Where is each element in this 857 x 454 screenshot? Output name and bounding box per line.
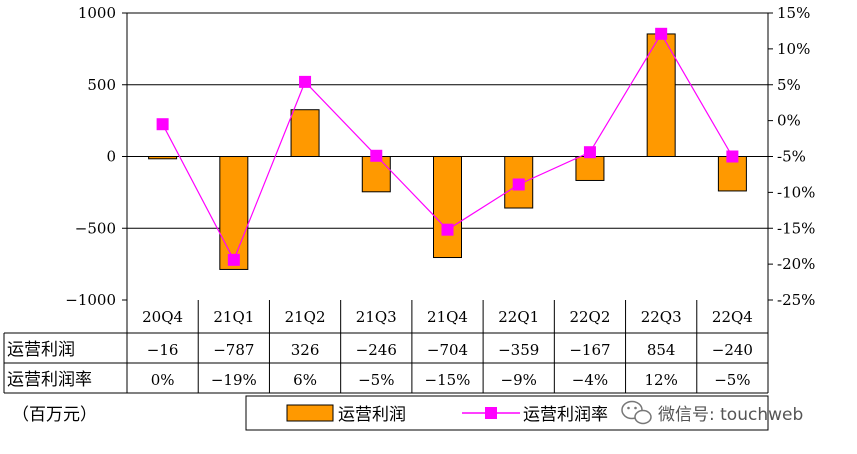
bar-21Q3 [361, 156, 391, 193]
table-cell: −787 [213, 341, 254, 359]
table-row-label: 运营利润 [7, 340, 75, 360]
bar-22Q4 [717, 156, 747, 192]
margin-point-22Q4 [726, 150, 739, 163]
left-tick-label: 500 [87, 76, 116, 94]
margin-point-22Q1 [512, 178, 525, 191]
data-table: 20Q4 21Q1 21Q2 21Q3 21Q4 22Q1 22Q2 22Q3 22Q4 运营利润… [3, 300, 769, 394]
bar-22Q2 [575, 156, 605, 181]
right-tick-label: -10% [777, 183, 815, 201]
bar-22Q3 [646, 33, 676, 158]
table-cell: −5% [358, 371, 394, 389]
margin-point-22Q2 [583, 146, 596, 159]
table-cell: −704 [427, 341, 468, 359]
table-cell: −19% [211, 371, 257, 389]
left-tick-label: 0 [106, 148, 116, 166]
legend-swatch-marker [485, 407, 497, 419]
bar-21Q2 [290, 109, 320, 157]
table-cell: −9% [501, 371, 537, 389]
margin-point-21Q3 [370, 149, 383, 162]
right-tick-label: 10% [777, 40, 810, 58]
category-label-22Q3: 22Q3 [641, 308, 682, 326]
right-tick-label: -5% [777, 148, 806, 166]
legend-swatch-bar [286, 404, 334, 422]
left-tick-label: −1000 [65, 291, 116, 309]
table-cell: −15% [425, 371, 471, 389]
right-tick-label: 15% [777, 4, 810, 22]
table-cell: 854 [647, 341, 676, 359]
margin-point-22Q3 [655, 27, 668, 40]
left-tick-label: −500 [75, 219, 116, 237]
right-axis-ticks: 15% 10% 5% 0% -5% -10% -15% -20% -25% [768, 4, 815, 309]
table-cell: −359 [498, 341, 539, 359]
table-cell: −4% [572, 371, 608, 389]
table-cell: 6% [293, 371, 317, 389]
right-tick-label: 5% [777, 76, 801, 94]
margin-point-20Q4 [156, 118, 169, 131]
left-axis-ticks: 1000 500 0 −500 −1000 [65, 4, 127, 309]
table-cell: −240 [712, 341, 753, 359]
right-tick-label: -25% [777, 291, 815, 309]
category-label-21Q4: 21Q4 [427, 308, 468, 326]
bar-20Q4 [148, 156, 178, 160]
wechat-icon [621, 400, 652, 425]
right-tick-label: 0% [777, 112, 801, 130]
category-label-22Q1: 22Q1 [498, 308, 539, 326]
margin-line [156, 27, 739, 266]
table-cell: −5% [714, 371, 750, 389]
bar-21Q4 [433, 156, 462, 259]
table-cell: 12% [644, 371, 677, 389]
table-cell: 0% [151, 371, 175, 389]
watermark: 微信号: touchweb [621, 400, 803, 425]
right-tick-label: -15% [777, 219, 815, 237]
table-cell: −16 [147, 341, 179, 359]
legend-label-bar: 运营利润 [338, 405, 406, 425]
right-tick-label: -20% [777, 255, 815, 273]
category-label-22Q2: 22Q2 [569, 308, 610, 326]
category-label-20Q4: 20Q4 [142, 308, 183, 326]
category-label-21Q3: 21Q3 [356, 308, 397, 326]
category-label-21Q1: 21Q1 [213, 308, 254, 326]
margin-point-21Q4 [441, 223, 454, 236]
margin-point-21Q1 [227, 253, 240, 266]
unit-note: （百万元） [12, 405, 97, 425]
table-cell: 326 [291, 341, 320, 359]
table-cell: −246 [356, 341, 397, 359]
left-tick-label: 1000 [78, 4, 116, 22]
category-label-21Q2: 21Q2 [285, 308, 326, 326]
margin-point-21Q2 [299, 75, 312, 88]
category-label-22Q4: 22Q4 [712, 308, 753, 326]
table-cell: −167 [569, 341, 610, 359]
legend-label-line: 运营利润率 [523, 405, 608, 425]
table-row-label: 运营利润率 [7, 370, 92, 390]
legend: 运营利润 运营利润率 [245, 395, 769, 431]
watermark-text: 微信号: touchweb [658, 405, 803, 425]
bar-21Q1 [219, 156, 249, 270]
